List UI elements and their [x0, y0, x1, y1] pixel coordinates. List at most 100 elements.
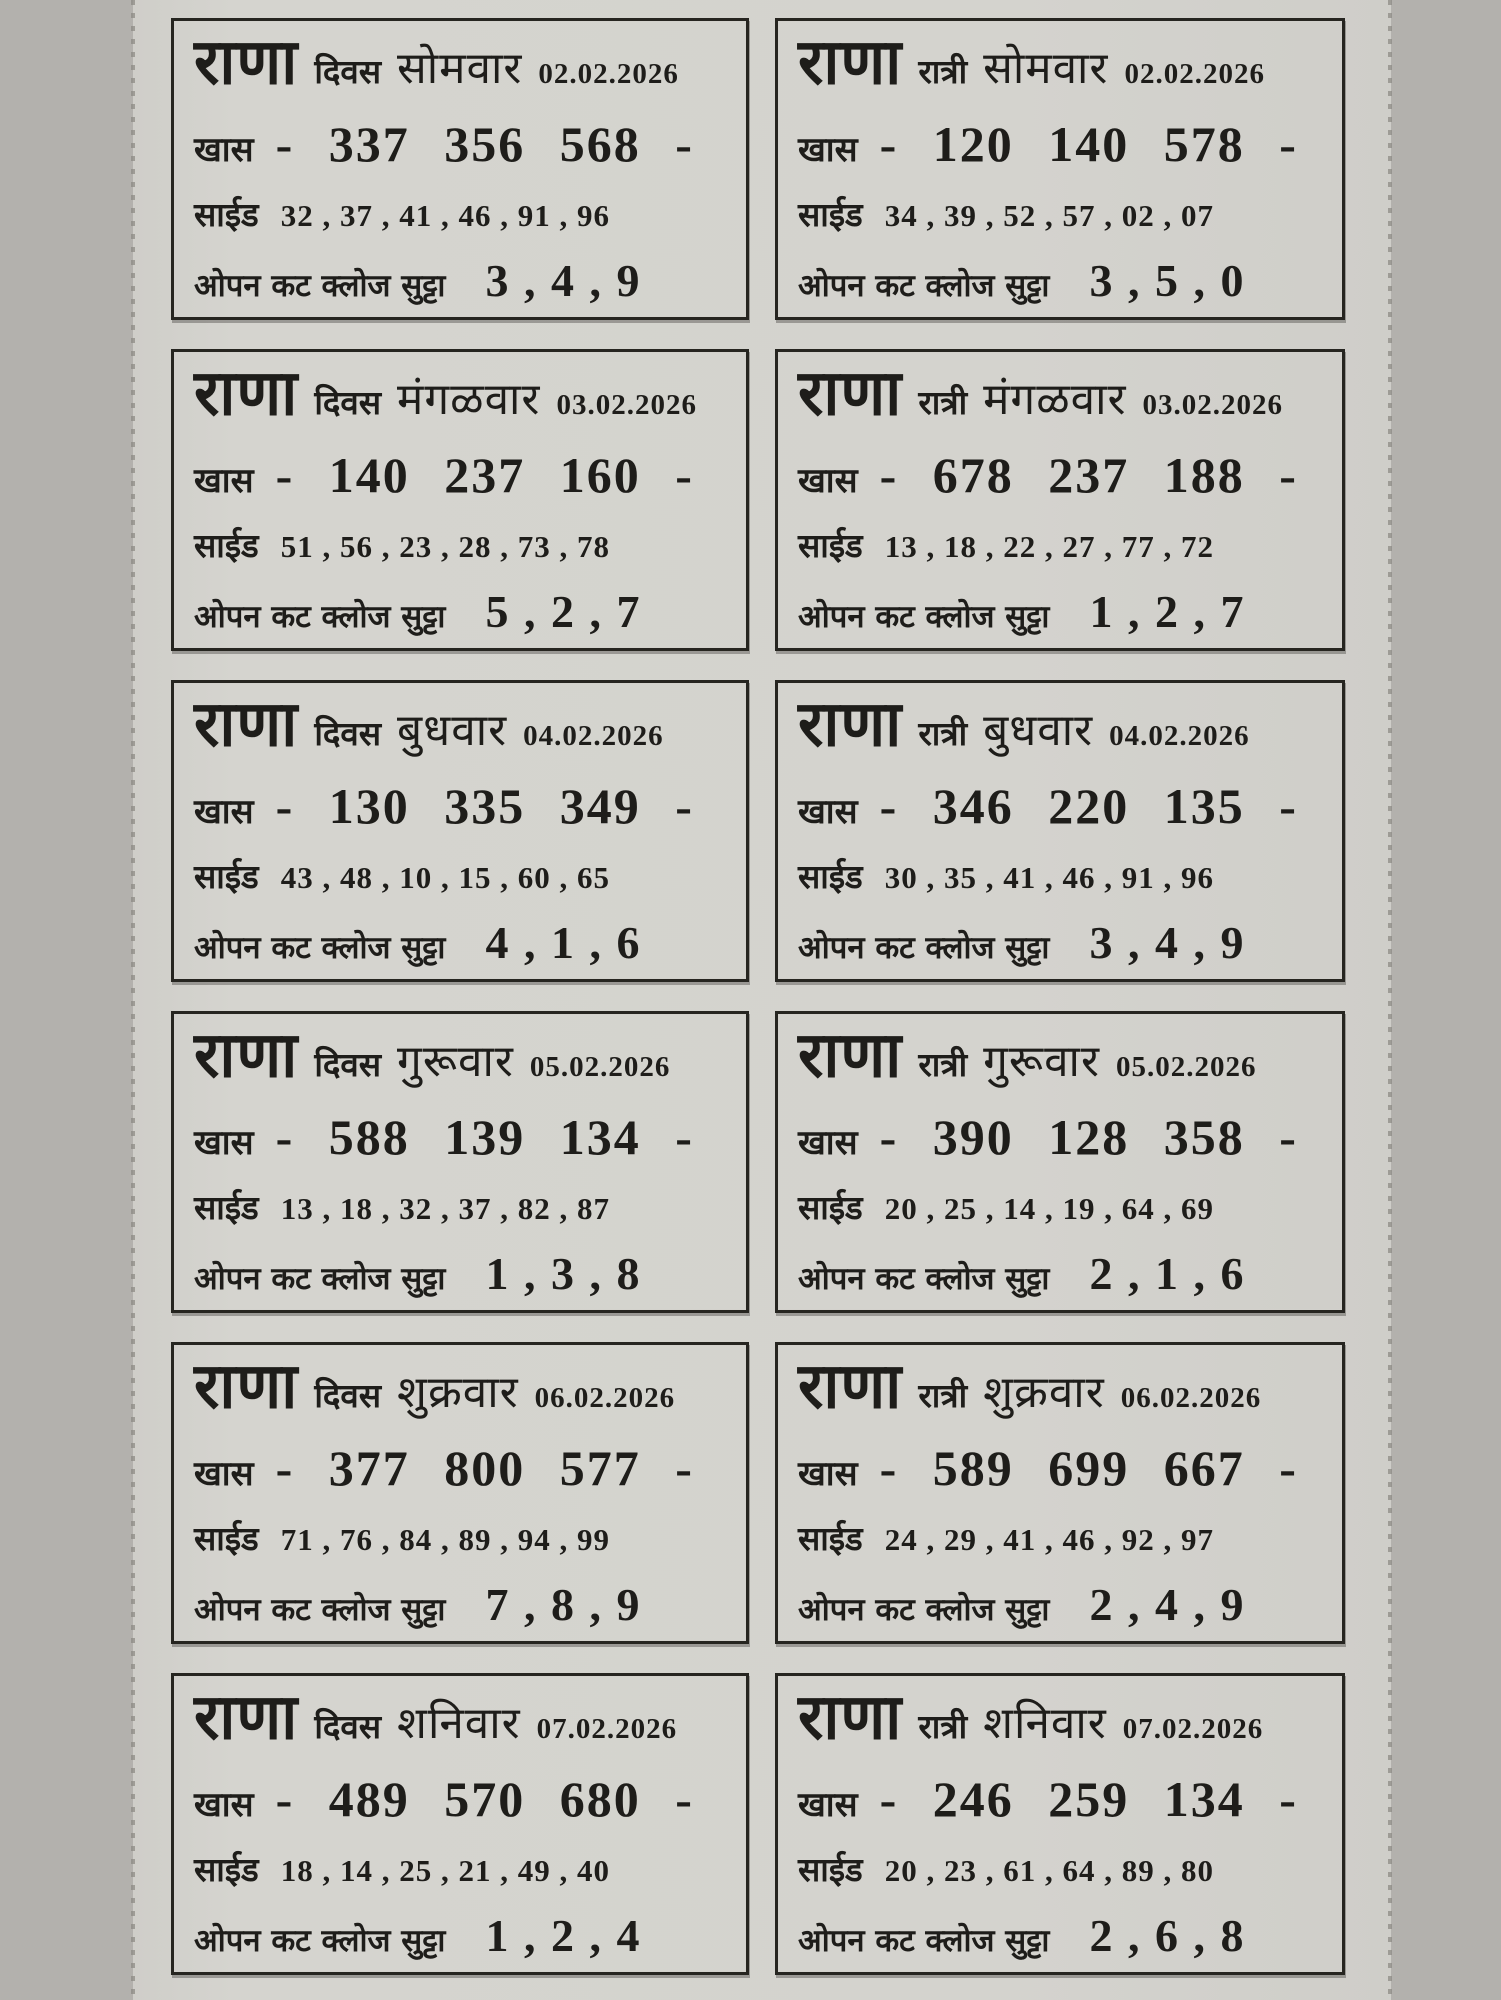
khas-value: - 588 139 134 -: [275, 1109, 694, 1165]
side-value: 18 , 14 , 25 , 21 , 49 , 40: [280, 1853, 610, 1888]
result-card-night-friday: राणा रात्री शुक्रवार 06.02.2026 खास - 589 69…: [775, 1342, 1345, 1644]
side-label: साईड: [194, 1850, 259, 1889]
date-label: 03.02.2026: [556, 389, 697, 421]
session-label: दिवस: [314, 1045, 382, 1084]
result-card-night-saturday: राणा रात्री शनिवार 07.02.2026 खास - 246 259 …: [775, 1673, 1345, 1975]
weekday-label: मंगळवार: [983, 374, 1127, 425]
open-cut-close-label: ओपन कट क्लोज सुट्टा: [798, 599, 1050, 635]
side-value: 20 , 25 , 14 , 19 , 64 , 69: [884, 1191, 1214, 1226]
open-cut-close-value: 5 , 2 , 7: [485, 586, 642, 637]
khas-label: खास: [798, 1123, 858, 1163]
weekday-label: मंगळवार: [397, 374, 541, 425]
paper-sheet: राणा दिवस सोमवार 02.02.2026 खास - 337 356 56…: [131, 0, 1392, 2000]
weekday-label: शनिवार: [983, 1698, 1107, 1749]
brand-logo: राणा: [194, 1679, 299, 1754]
side-value: 51 , 56 , 23 , 28 , 73 , 78: [280, 529, 610, 564]
khas-label: खास: [194, 1454, 254, 1494]
khas-label: खास: [798, 1785, 858, 1825]
session-label: दिवस: [314, 52, 382, 91]
khas-label: खास: [798, 1454, 858, 1494]
khas-value: - 489 570 680 -: [275, 1771, 694, 1827]
khas-label: खास: [798, 792, 858, 832]
date-label: 04.02.2026: [523, 720, 664, 752]
date-label: 07.02.2026: [536, 1713, 678, 1745]
weekday-label: गुरूवार: [397, 1036, 514, 1087]
session-label: दिवस: [314, 714, 382, 753]
brand-logo: राणा: [194, 1017, 299, 1092]
session-label: रात्री: [918, 52, 968, 91]
date-label: 02.02.2026: [538, 58, 679, 90]
open-cut-close-label: ओपन कट क्लोज सुट्टा: [798, 930, 1050, 966]
brand-logo: राणा: [798, 1679, 903, 1754]
open-cut-close-value: 2 , 4 , 9: [1089, 1579, 1246, 1630]
open-cut-close-label: ओपन कट क्लोज सुट्टा: [194, 1592, 446, 1628]
open-cut-close-value: 1 , 2 , 4: [485, 1910, 642, 1961]
side-value: 30 , 35 , 41 , 46 , 91 , 96: [884, 860, 1214, 895]
brand-logo: राणा: [798, 24, 903, 99]
side-value: 43 , 48 , 10 , 15 , 60 , 65: [280, 860, 610, 895]
khas-label: खास: [194, 1785, 254, 1825]
weekday-label: सोमवार: [983, 43, 1109, 94]
brand-logo: राणा: [798, 686, 903, 761]
date-label: 03.02.2026: [1142, 389, 1284, 421]
session-label: रात्री: [918, 1376, 968, 1415]
open-cut-close-label: ओपन कट क्लोज सुट्टा: [194, 599, 446, 635]
open-cut-close-value: 3 , 4 , 9: [485, 255, 642, 306]
result-card-day-saturday: राणा दिवस शनिवार 07.02.2026 खास - 489 570 68…: [171, 1673, 749, 1975]
open-cut-close-label: ओपन कट क्लोज सुट्टा: [798, 1592, 1050, 1628]
khas-value: - 140 237 160 -: [275, 447, 694, 503]
brand-logo: राणा: [194, 24, 299, 99]
side-label: साईड: [194, 1188, 259, 1227]
weekday-label: शनिवार: [397, 1698, 521, 1749]
khas-label: खास: [194, 461, 254, 501]
brand-logo: राणा: [798, 1017, 903, 1092]
weekday-label: शुक्रवार: [397, 1367, 519, 1418]
khas-label: खास: [798, 461, 858, 501]
khas-value: - 337 356 568 -: [275, 116, 694, 172]
open-cut-close-label: ओपन कट क्लोज सुट्टा: [798, 1923, 1050, 1959]
date-label: 05.02.2026: [529, 1051, 671, 1083]
side-label: साईड: [798, 1850, 863, 1889]
open-cut-close-value: 1 , 3 , 8: [485, 1248, 642, 1299]
open-cut-close-value: 3 , 4 , 9: [1089, 917, 1246, 968]
side-label: साईड: [194, 526, 259, 565]
date-label: 02.02.2026: [1124, 58, 1265, 90]
side-label: साईड: [194, 195, 259, 234]
khas-value: - 678 237 188 -: [879, 447, 1298, 503]
khas-value: - 120 140 578 -: [879, 116, 1298, 172]
result-card-day-tuesday: राणा दिवस मंगळवार 03.02.2026 खास - 140 237 1…: [171, 349, 749, 651]
side-label: साईड: [798, 195, 863, 234]
side-label: साईड: [798, 857, 863, 896]
brand-logo: राणा: [194, 1348, 299, 1423]
open-cut-close-label: ओपन कट क्लोज सुट्टा: [194, 268, 446, 304]
result-card-night-tuesday: राणा रात्री मंगळवार 03.02.2026 खास - 678 237…: [775, 349, 1345, 651]
khas-value: - 377 800 577 -: [275, 1440, 694, 1496]
side-value: 13 , 18 , 32 , 37 , 82 , 87: [280, 1191, 610, 1226]
side-value: 13 , 18 , 22 , 27 , 77 , 72: [884, 529, 1214, 564]
result-card-day-monday: राणा दिवस सोमवार 02.02.2026 खास - 337 356 56…: [171, 18, 749, 320]
weekday-label: सोमवार: [397, 43, 523, 94]
session-label: रात्री: [918, 383, 968, 422]
result-card-day-friday: राणा दिवस शुक्रवार 06.02.2026 खास - 377 800 …: [171, 1342, 749, 1644]
weekday-label: गुरूवार: [983, 1036, 1100, 1087]
khas-label: खास: [194, 1123, 254, 1163]
side-value: 34 , 39 , 52 , 57 , 02 , 07: [884, 198, 1214, 233]
session-label: रात्री: [918, 1045, 968, 1084]
perforation-edge-left: [131, 0, 135, 2000]
khas-value: - 589 699 667 -: [879, 1440, 1298, 1496]
session-label: दिवस: [314, 1707, 382, 1746]
result-card-night-wednesday: राणा रात्री बुधवार 04.02.2026 खास - 346 220 …: [775, 680, 1345, 982]
open-cut-close-value: 3 , 5 , 0: [1089, 255, 1246, 306]
date-label: 07.02.2026: [1122, 1713, 1264, 1745]
date-label: 05.02.2026: [1115, 1051, 1257, 1083]
side-label: साईड: [798, 526, 863, 565]
open-cut-close-value: 4 , 1 , 6: [485, 917, 642, 968]
khas-label: खास: [194, 130, 254, 170]
result-card-night-thursday: राणा रात्री गुरूवार 05.02.2026 खास - 390 128…: [775, 1011, 1345, 1313]
khas-label: खास: [194, 792, 254, 832]
weekday-label: बुधवार: [983, 705, 1094, 756]
result-card-day-wednesday: राणा दिवस बुधवार 04.02.2026 खास - 130 335 34…: [171, 680, 749, 982]
side-label: साईड: [798, 1519, 863, 1558]
khas-value: - 346 220 135 -: [879, 778, 1298, 834]
